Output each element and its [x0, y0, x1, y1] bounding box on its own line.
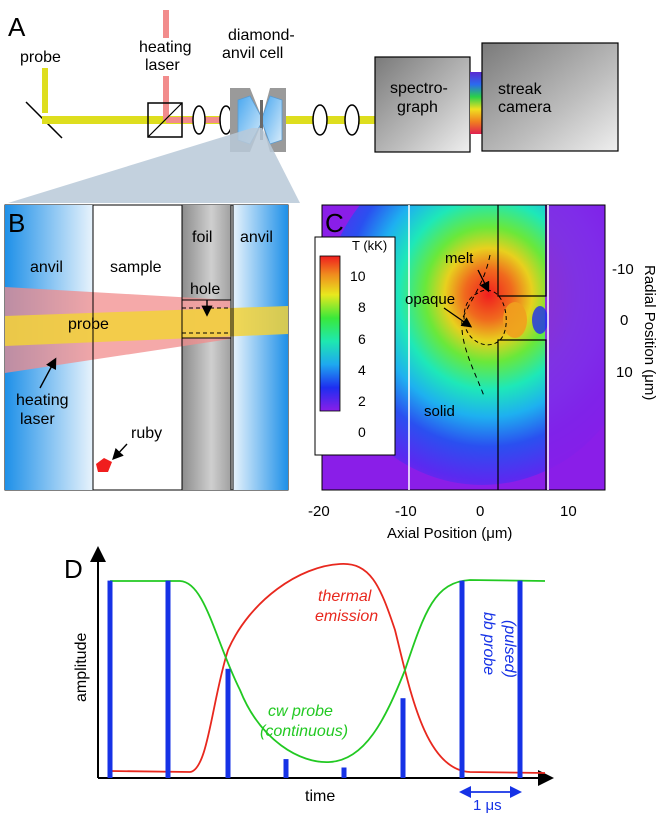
y-axis-label: amplitude	[73, 633, 90, 702]
probe-label: probe	[20, 49, 61, 66]
colorbar-title: T (kK)	[352, 238, 387, 253]
thermal-label-1: thermal	[318, 588, 372, 605]
streak-camera	[481, 42, 619, 152]
y-tick: 10	[616, 364, 633, 381]
bb-label-1: bb probe	[480, 612, 497, 675]
streak-label-2: camera	[498, 99, 551, 116]
solid-label: solid	[424, 403, 455, 420]
cw-probe-curve	[110, 579, 546, 763]
colorbar-tick: 10	[350, 268, 366, 284]
bb-label-2: (pulsed)	[501, 620, 518, 678]
colorbar-tick: 6	[358, 331, 366, 347]
x-tick: -20	[308, 503, 330, 520]
lens-3	[312, 104, 328, 136]
y-axis-label: Radial Position (μm)	[641, 265, 658, 400]
panel-b-letter: B	[8, 208, 25, 238]
heating-b-label-1: heating	[16, 392, 69, 409]
probe-b-label: probe	[68, 316, 109, 333]
bb-pulse	[400, 698, 406, 778]
ruby-label: ruby	[131, 425, 162, 442]
x-tick: -10	[395, 503, 417, 520]
melt-label: melt	[445, 250, 474, 267]
colorbar	[319, 255, 341, 412]
anvil-right-label: anvil	[240, 229, 273, 246]
x-axis-label: Axial Position (μm)	[387, 525, 512, 542]
spectrograph-label-2: graph	[397, 99, 438, 116]
panel-d-letter: D	[64, 554, 83, 584]
x-axis-label: time	[305, 788, 335, 805]
heating-b-label-2: laser	[20, 411, 55, 428]
panel-a: A probe heating laser diamond- anvil cel…	[8, 10, 619, 203]
y-tick: 0	[620, 312, 628, 329]
ruby	[96, 458, 112, 472]
probe-beam-vertical	[42, 68, 48, 113]
colorbar-tick: 0	[358, 424, 366, 440]
spectrum-rainbow	[470, 72, 482, 134]
spectrograph	[374, 56, 471, 153]
dac-label-2: anvil cell	[222, 45, 283, 62]
heating-label-2: laser	[145, 57, 180, 74]
y-tick: -10	[612, 261, 634, 278]
panel-d: D amplitude time thermal emission cw pro…	[64, 546, 554, 813]
colorbar-tick: 4	[358, 362, 366, 378]
bb-pulse	[165, 580, 171, 778]
heating-beam-vertical	[163, 76, 169, 120]
y-axis-ticks: -10 0 10	[612, 261, 634, 381]
foil-label: foil	[192, 229, 212, 246]
cw-label-1: cw probe	[268, 703, 333, 720]
x-axis-ticks: -20 -10 0 10	[308, 503, 577, 520]
colorbar-tick: 2	[358, 393, 366, 409]
colorbar-tick: 8	[358, 299, 366, 315]
colorbar-ticks: 10 8 6 4 2 0	[350, 268, 366, 440]
lens-1	[192, 105, 206, 135]
opaque-label: opaque	[405, 291, 455, 308]
streak-label-1: streak	[498, 81, 543, 98]
panel-c: C T (kK) 10 8 6 4 2 0 melt opaque solid …	[308, 204, 658, 542]
bb-pulse	[341, 767, 347, 778]
lens-4	[344, 104, 360, 136]
thermal-emission-curve	[109, 563, 546, 774]
x-tick: 0	[476, 503, 484, 520]
cw-label-2: (continuous)	[260, 723, 348, 740]
x-tick: 10	[560, 503, 577, 520]
anvil-right	[233, 205, 288, 490]
bb-pulse	[283, 759, 289, 778]
bb-pulse	[517, 580, 523, 778]
zoom-cone	[8, 128, 300, 203]
thermal-label-2: emission	[315, 608, 378, 625]
spectrograph-label-1: spectro-	[390, 80, 448, 97]
heating-label-1: heating	[139, 39, 192, 56]
hole-label: hole	[190, 281, 220, 298]
beam-splitter	[147, 102, 183, 138]
dac-label-1: diamond-	[228, 27, 295, 44]
bb-pulse	[107, 580, 113, 778]
heating-beam-horizontal	[166, 117, 262, 123]
probe-beam	[5, 306, 288, 346]
sample-label: sample	[110, 259, 162, 276]
bb-probe-pulses	[107, 580, 523, 778]
foil	[182, 205, 231, 490]
anvil-left-label: anvil	[30, 259, 63, 276]
panel-c-letter: C	[325, 208, 344, 238]
heating-beam-vertical-top	[163, 10, 169, 38]
bb-pulse	[459, 580, 465, 778]
panel-a-letter: A	[8, 12, 26, 42]
bb-pulse	[225, 668, 231, 778]
panel-b: B anvil sample foil anvil hole probe hea…	[4, 204, 289, 491]
scale-label: 1 μs	[473, 797, 502, 813]
